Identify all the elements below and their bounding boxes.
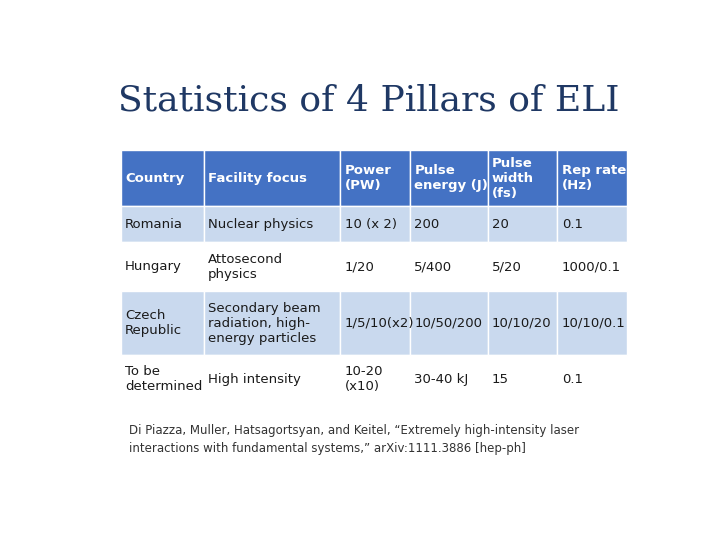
Bar bbox=[204, 150, 341, 206]
Bar bbox=[204, 292, 341, 355]
Bar bbox=[487, 150, 557, 206]
Text: 5/20: 5/20 bbox=[492, 260, 522, 273]
Bar bbox=[204, 242, 341, 292]
Bar bbox=[341, 206, 410, 242]
Bar bbox=[487, 355, 557, 404]
Bar bbox=[557, 150, 627, 206]
Text: Nuclear physics: Nuclear physics bbox=[208, 218, 313, 231]
Bar bbox=[204, 206, 341, 242]
Text: 20: 20 bbox=[492, 218, 509, 231]
Text: Rep rate
(Hz): Rep rate (Hz) bbox=[562, 164, 626, 192]
Bar bbox=[341, 292, 410, 355]
Bar bbox=[557, 355, 627, 404]
Text: Power
(PW): Power (PW) bbox=[345, 164, 392, 192]
Text: Pulse
energy (J): Pulse energy (J) bbox=[414, 164, 488, 192]
Text: 15: 15 bbox=[492, 373, 509, 386]
Bar bbox=[121, 242, 204, 292]
Text: Czech
Republic: Czech Republic bbox=[125, 309, 182, 337]
Bar bbox=[487, 242, 557, 292]
Bar bbox=[410, 206, 487, 242]
Bar bbox=[341, 150, 410, 206]
Text: 1/5/10(x2): 1/5/10(x2) bbox=[345, 316, 414, 329]
Text: Facility focus: Facility focus bbox=[208, 172, 307, 185]
Text: 10/10/20: 10/10/20 bbox=[492, 316, 552, 329]
Text: Romania: Romania bbox=[125, 218, 183, 231]
Text: 10 (x 2): 10 (x 2) bbox=[345, 218, 397, 231]
Text: Di Piazza, Muller, Hatsagortsyan, and Keitel, “Extremely high-intensity laser
in: Di Piazza, Muller, Hatsagortsyan, and Ke… bbox=[129, 424, 579, 455]
Text: 5/400: 5/400 bbox=[414, 260, 452, 273]
Bar bbox=[341, 355, 410, 404]
Bar bbox=[557, 242, 627, 292]
Bar bbox=[410, 150, 487, 206]
Text: Hungary: Hungary bbox=[125, 260, 182, 273]
Text: 10-20
(x10): 10-20 (x10) bbox=[345, 365, 383, 393]
Text: 1/20: 1/20 bbox=[345, 260, 374, 273]
Text: 10/50/200: 10/50/200 bbox=[414, 316, 482, 329]
Bar bbox=[121, 150, 204, 206]
Text: Pulse
width
(fs): Pulse width (fs) bbox=[492, 157, 534, 200]
Bar bbox=[557, 206, 627, 242]
Bar bbox=[557, 292, 627, 355]
Bar bbox=[410, 292, 487, 355]
Text: 0.1: 0.1 bbox=[562, 373, 582, 386]
Bar bbox=[204, 355, 341, 404]
Bar bbox=[341, 242, 410, 292]
Text: To be
determined: To be determined bbox=[125, 365, 202, 393]
Bar bbox=[487, 292, 557, 355]
Bar bbox=[410, 355, 487, 404]
Text: High intensity: High intensity bbox=[208, 373, 301, 386]
Bar bbox=[121, 355, 204, 404]
Bar bbox=[410, 242, 487, 292]
Text: Country: Country bbox=[125, 172, 184, 185]
Bar bbox=[487, 206, 557, 242]
Text: 0.1: 0.1 bbox=[562, 218, 582, 231]
Text: Secondary beam
radiation, high-
energy particles: Secondary beam radiation, high- energy p… bbox=[208, 301, 321, 345]
Text: 200: 200 bbox=[414, 218, 440, 231]
Text: 30-40 kJ: 30-40 kJ bbox=[414, 373, 469, 386]
Text: Statistics of 4 Pillars of ELI: Statistics of 4 Pillars of ELI bbox=[118, 84, 620, 118]
Bar bbox=[121, 292, 204, 355]
Text: 1000/0.1: 1000/0.1 bbox=[562, 260, 621, 273]
Text: Attosecond
physics: Attosecond physics bbox=[208, 253, 283, 281]
Text: 10/10/0.1: 10/10/0.1 bbox=[562, 316, 626, 329]
Bar bbox=[121, 206, 204, 242]
